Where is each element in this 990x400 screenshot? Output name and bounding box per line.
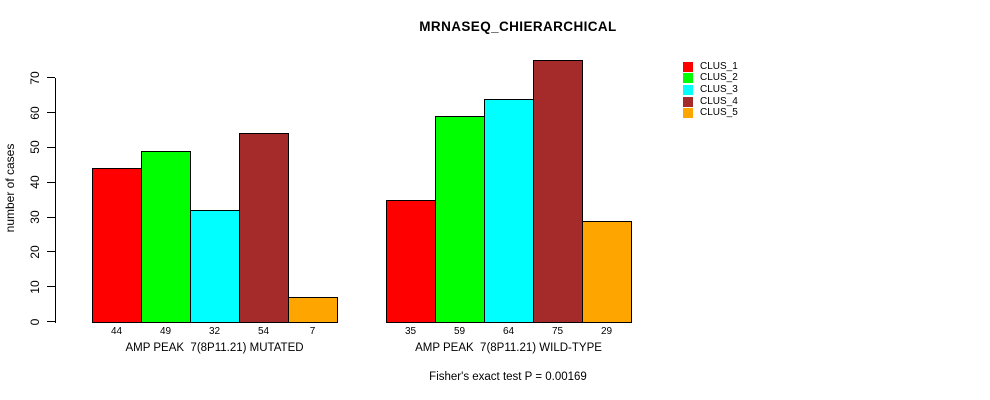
bar-clus_1-group1 bbox=[92, 168, 142, 323]
legend-label: CLUS_1 bbox=[700, 60, 738, 72]
y-axis-tick bbox=[47, 146, 55, 148]
y-axis-tick-label: 20 bbox=[28, 245, 42, 259]
legend-label: CLUS_5 bbox=[700, 107, 738, 119]
bar-value-label: 49 bbox=[159, 326, 172, 337]
bar-clus_4-group2 bbox=[533, 60, 583, 323]
footnote-text: Fisher's exact test P = 0.00169 bbox=[429, 371, 587, 383]
bar-clus_3-group2 bbox=[484, 98, 534, 323]
bar-clus_3-group1 bbox=[190, 210, 240, 323]
y-axis-tick bbox=[47, 77, 55, 79]
y-axis-line bbox=[55, 77, 56, 323]
legend-swatch-clus_5 bbox=[683, 108, 693, 119]
chart-title: MRNASEQ_CHIERARCHICAL bbox=[419, 19, 617, 34]
bar-value-label: 75 bbox=[551, 326, 564, 337]
bar-clus_5-group1 bbox=[288, 297, 338, 323]
legend-label: CLUS_4 bbox=[700, 95, 738, 107]
bar-clus_2-group1 bbox=[141, 150, 191, 323]
legend-swatch-clus_2 bbox=[683, 73, 693, 84]
bar-value-label: 7 bbox=[309, 326, 316, 337]
legend-swatch-clus_3 bbox=[683, 84, 693, 95]
bar-value-label: 35 bbox=[404, 326, 417, 337]
bar-clus_1-group2 bbox=[386, 199, 436, 323]
y-axis-tick bbox=[47, 181, 55, 183]
legend-item: CLUS_5 bbox=[683, 107, 738, 119]
y-axis-tick-label: 30 bbox=[28, 210, 42, 224]
legend-label: CLUS_3 bbox=[700, 83, 738, 95]
y-axis-tick bbox=[47, 216, 55, 218]
bar-clus_4-group1 bbox=[239, 133, 289, 323]
legend-item: CLUS_1 bbox=[683, 61, 738, 73]
y-axis-tick-label: 60 bbox=[28, 105, 42, 120]
y-axis-tick bbox=[47, 321, 55, 323]
bar-value-label: 54 bbox=[257, 326, 270, 337]
y-axis-tick bbox=[47, 251, 55, 253]
legend: CLUS_1 CLUS_2 CLUS_3 CLUS_4 CLUS_5 bbox=[683, 61, 738, 119]
y-axis-tick-label: 40 bbox=[28, 175, 42, 189]
legend-item: CLUS_3 bbox=[683, 84, 738, 96]
group-label-2: AMP PEAK 7(8P11.21) WILD-TYPE bbox=[415, 342, 602, 354]
bar-value-label: 64 bbox=[502, 326, 515, 337]
bar-value-label: 44 bbox=[110, 326, 123, 337]
y-axis-tick-label: 70 bbox=[28, 71, 42, 85]
bar-value-label: 59 bbox=[453, 326, 466, 337]
legend-item: CLUS_2 bbox=[683, 73, 738, 85]
legend-item: CLUS_4 bbox=[683, 96, 738, 108]
y-axis-tick bbox=[47, 112, 55, 114]
bar-value-label: 29 bbox=[600, 326, 613, 337]
group-label-1: AMP PEAK 7(8P11.21) MUTATED bbox=[125, 342, 304, 354]
y-axis-tick-label: 50 bbox=[28, 140, 42, 155]
bar-value-label: 32 bbox=[208, 326, 221, 337]
legend-label: CLUS_2 bbox=[700, 72, 738, 84]
bar-clus_5-group2 bbox=[582, 220, 632, 323]
bar-clus_2-group2 bbox=[435, 116, 485, 323]
y-axis-tick-label: 0 bbox=[28, 318, 42, 326]
y-axis-tick-label: 10 bbox=[28, 280, 42, 294]
legend-swatch-clus_1 bbox=[683, 61, 693, 72]
legend-swatch-clus_4 bbox=[683, 96, 693, 107]
y-axis-tick bbox=[47, 286, 55, 288]
